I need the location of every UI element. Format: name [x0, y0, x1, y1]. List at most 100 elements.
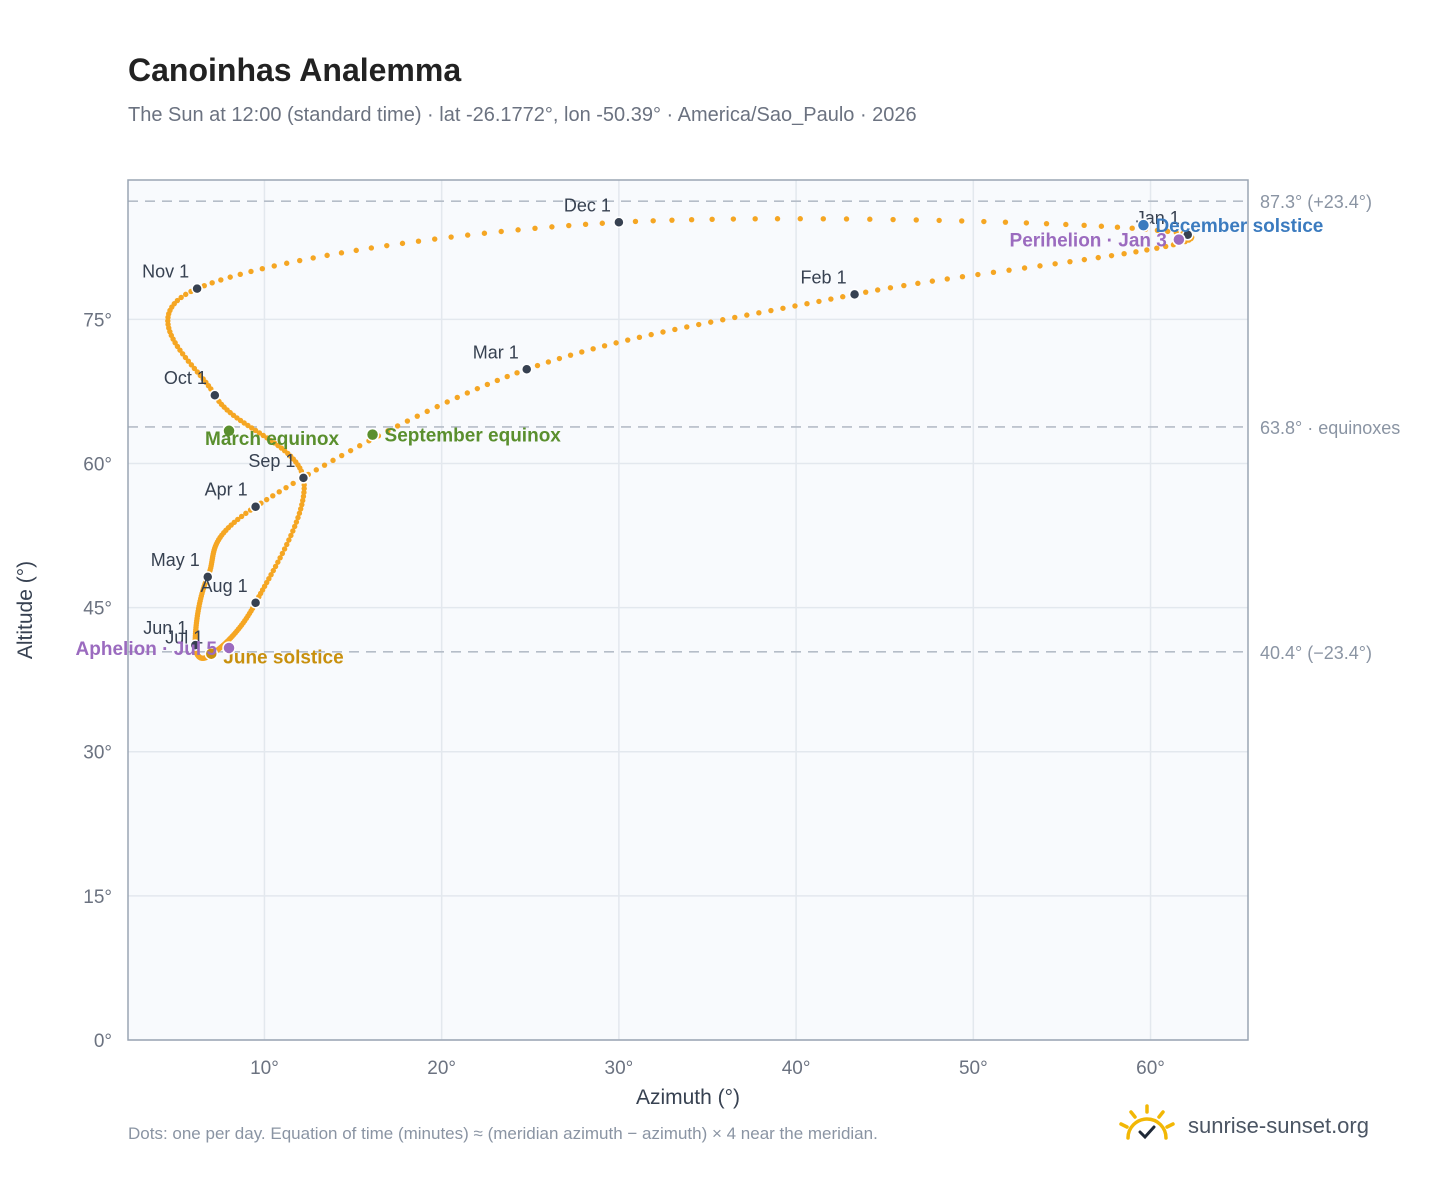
- day-dot: [384, 242, 390, 249]
- day-dot: [464, 390, 471, 396]
- reference-lines: 87.3° (+23.4°) 63.8° · equinoxes 40.4° (−2…: [128, 192, 1400, 663]
- event-label: December solstice: [1155, 216, 1323, 237]
- month-marker: [249, 597, 262, 609]
- month-marker: [613, 216, 625, 229]
- day-dot: [330, 457, 336, 464]
- day-dot: [684, 324, 690, 330]
- brand[interactable]: sunrise-sunset.org: [1118, 1104, 1369, 1148]
- event-label: Aphelion · Jul 5: [76, 639, 218, 660]
- plot-frame: [127, 179, 1249, 1041]
- day-dot: [1037, 263, 1043, 269]
- day-dot: [1081, 256, 1088, 263]
- day-dot: [863, 289, 869, 295]
- day-dot: [368, 245, 375, 251]
- day-dot: [1108, 252, 1115, 259]
- day-dot: [310, 255, 316, 261]
- sun-logo-icon: [1119, 1104, 1175, 1140]
- month-label: Nov 1: [142, 262, 189, 282]
- day-dot: [774, 216, 781, 222]
- day-dot: [385, 428, 391, 434]
- day-dot: [399, 240, 406, 247]
- month-label: Oct 1: [164, 368, 207, 388]
- day-dot: [178, 294, 184, 301]
- day-dot: [275, 559, 281, 565]
- day-dot: [276, 489, 282, 495]
- day-dot: [290, 480, 296, 487]
- y-tick-label: 75°: [83, 310, 112, 331]
- day-dot: [288, 532, 294, 539]
- day-dot: [494, 377, 501, 384]
- day-dot: [636, 334, 643, 340]
- day-dot: [1021, 265, 1028, 271]
- day-dot: [532, 225, 538, 232]
- day-dot: [816, 298, 822, 305]
- day-dot: [1002, 219, 1009, 225]
- day-dot: [268, 571, 274, 578]
- day-dot: [672, 326, 678, 333]
- day-dot: [295, 514, 301, 521]
- x-tick-label: 20°: [427, 1058, 456, 1079]
- day-dot: [901, 282, 907, 289]
- day-dot: [179, 351, 186, 357]
- day-dot: [183, 291, 189, 298]
- day-dot: [780, 305, 786, 311]
- day-dot: [959, 218, 965, 224]
- day-dot: [975, 271, 981, 278]
- day-dot: [730, 216, 737, 222]
- day-dot: [191, 365, 198, 372]
- y-tick-label: 0°: [94, 1031, 112, 1052]
- day-dot: [260, 432, 266, 439]
- month-label: Sep 1: [248, 451, 295, 471]
- day-dot: [732, 314, 738, 321]
- day-dot: [237, 271, 243, 277]
- day-dot: [752, 216, 758, 222]
- day-dot: [297, 257, 303, 264]
- day-dot: [534, 362, 541, 369]
- day-dot: [1121, 251, 1127, 257]
- day-dot: [252, 427, 259, 434]
- day-dot: [448, 234, 454, 240]
- x-axis-label: Azimuth (°): [636, 1086, 740, 1109]
- day-dot: [1133, 249, 1139, 255]
- day-dot: [1164, 228, 1171, 235]
- month-label: Apr 1: [205, 480, 248, 500]
- day-dot: [1006, 267, 1012, 273]
- day-dot: [981, 218, 987, 225]
- event-marker: [1136, 218, 1151, 232]
- day-dot: [218, 277, 224, 283]
- day-dot: [404, 418, 411, 424]
- event-label: March equinox: [205, 429, 340, 450]
- reference-line-label: 40.4° (−23.4°): [1260, 643, 1372, 663]
- day-dot: [424, 408, 430, 415]
- day-dot: [579, 349, 585, 355]
- day-dot: [990, 269, 997, 276]
- event-marker: [365, 427, 380, 442]
- day-dot: [867, 216, 873, 222]
- day-dot: [820, 216, 826, 222]
- day-dot: [632, 218, 639, 225]
- analemma-curve: [165, 216, 1195, 661]
- day-dot: [338, 250, 345, 256]
- day-dot: [797, 216, 803, 222]
- day-dot: [545, 359, 552, 365]
- event-markers: March equinox September equinox June solst…: [76, 216, 1324, 669]
- day-dot: [1163, 243, 1169, 250]
- day-dot: [286, 537, 292, 543]
- day-dot: [915, 280, 921, 287]
- day-dot: [256, 430, 263, 436]
- day-dot: [474, 385, 481, 392]
- day-dot: [249, 425, 255, 431]
- month-marker: [520, 363, 533, 376]
- day-dot: [660, 329, 666, 335]
- day-dot: [650, 218, 656, 224]
- month-marker: [297, 472, 310, 484]
- day-dot: [625, 337, 631, 343]
- y-tick-label: 30°: [83, 743, 112, 764]
- day-dot: [300, 497, 306, 504]
- y-tick-label: 60°: [83, 454, 112, 475]
- day-dot: [648, 331, 654, 338]
- day-dot: [283, 484, 289, 491]
- day-dot: [259, 265, 266, 272]
